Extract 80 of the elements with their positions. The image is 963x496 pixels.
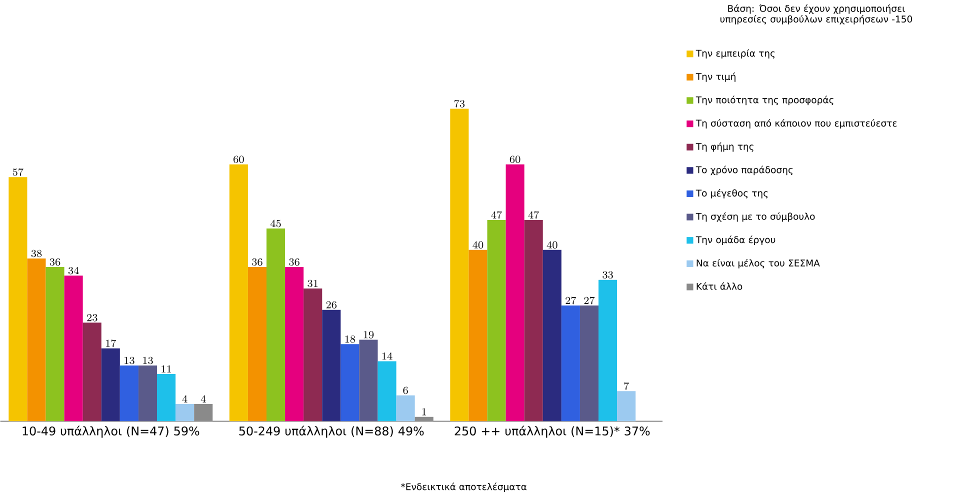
bar [266, 228, 286, 421]
bar [396, 395, 415, 421]
data-label: 60 [234, 156, 244, 163]
bar [248, 266, 266, 421]
data-label: 33 [602, 271, 613, 278]
legend-label: Το χρόνο παράδοσης [696, 166, 793, 175]
bar [487, 220, 506, 421]
data-label: 38 [31, 250, 42, 257]
legend-label: Την ομάδα έργου [696, 235, 776, 245]
data-label: 4 [182, 395, 188, 402]
bar [285, 266, 304, 421]
bar [27, 258, 46, 421]
bar [8, 176, 28, 421]
data-label: 60 [510, 156, 520, 163]
data-label: 11 [162, 365, 172, 372]
legend-label: Το μέγεθος της [696, 188, 768, 198]
data-label: 4 [200, 395, 206, 402]
data-label: 23 [87, 314, 98, 322]
legend-label: Τη σύσταση από κάποιον που εμπιστεύεστε [696, 118, 897, 128]
bar [157, 374, 176, 421]
x-tick-label: 250 ++ υπάλληλοι (Ν=15)* 37% [454, 426, 650, 438]
bar [120, 365, 138, 421]
data-label: 26 [326, 301, 337, 308]
text: *Ενδεικτικά αποτελέσματα [401, 482, 527, 492]
data-label: 40 [472, 240, 484, 248]
data-label: 36 [289, 258, 300, 266]
legend-label: Κάτι άλλο [696, 282, 742, 290]
x-tick-label: 10-49 υπάλληλοι (Ν=47) 59% [22, 426, 200, 438]
bar [450, 108, 469, 421]
data-label: 47 [528, 211, 540, 218]
text: Βάση: Όσοι δεν έχουν χρησιμοποιήσει υπηρεσίες συμβούλων επιχειρήσεων -150 [720, 4, 912, 24]
bar [64, 275, 83, 421]
bar [580, 305, 599, 421]
data-label: 73 [454, 100, 465, 108]
legend-label: Την ποιότητα της προσφοράς [696, 96, 834, 105]
data-label: 1 [422, 408, 426, 416]
legend-label: Την εμπειρία της [696, 48, 775, 58]
data-label: 6 [403, 386, 408, 394]
data-label: 19 [364, 330, 374, 338]
legend-label: Να είναι μέλος του ΣΕΣΜΑ [696, 258, 820, 268]
data-label: 7 [624, 382, 629, 390]
legend-label: Τη σχέση με το σύμβουλο [696, 212, 815, 222]
data-label: 27 [566, 296, 576, 304]
bar [82, 322, 102, 421]
bar [101, 348, 120, 421]
data-label: 14 [382, 352, 392, 360]
data-label: 31 [308, 280, 318, 287]
bar [138, 365, 158, 421]
bar [468, 250, 488, 421]
x-tick-label: 50-249 υπάλληλοι (Ν=88) 49% [239, 426, 424, 438]
legend-label: Την τιμή [696, 72, 736, 82]
bar [340, 344, 360, 421]
data-label: 45 [270, 220, 281, 227]
bar [378, 360, 396, 421]
bar [542, 250, 562, 421]
data-label: 47 [491, 211, 502, 218]
legend-label: Τη φήμη της [696, 142, 754, 152]
bar [176, 404, 194, 421]
data-label: 34 [68, 266, 79, 274]
bar [229, 164, 248, 421]
bar [598, 280, 618, 421]
bar [194, 404, 213, 421]
data-label: 36 [252, 258, 262, 266]
bar [617, 390, 636, 421]
bar [506, 164, 524, 421]
bar [304, 288, 322, 421]
data-label: 36 [50, 258, 60, 266]
bar [46, 266, 64, 421]
data-label: 17 [106, 339, 116, 347]
bar [414, 416, 434, 421]
data-label: 18 [345, 335, 356, 343]
bar [359, 340, 378, 421]
data-label: 13 [143, 356, 153, 364]
data-label: 13 [124, 356, 134, 364]
bar [524, 220, 543, 421]
bar [322, 310, 341, 421]
data-label: 40 [546, 240, 558, 248]
data-label: 57 [12, 168, 24, 176]
bar [561, 305, 580, 421]
data-label: 27 [584, 296, 595, 304]
